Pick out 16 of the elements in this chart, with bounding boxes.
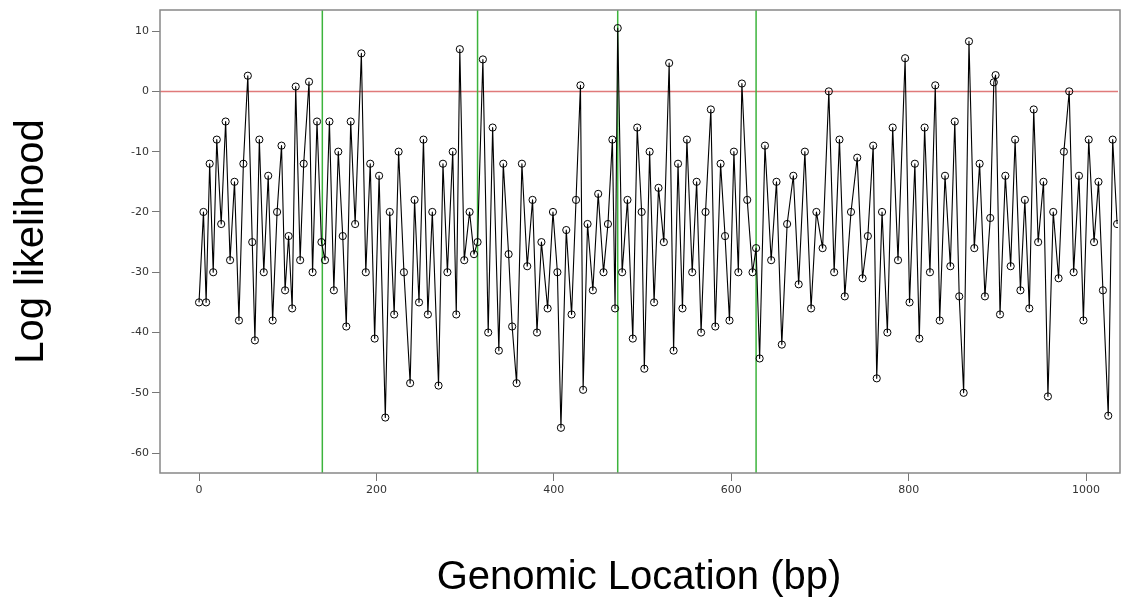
x-tick-label: 400	[543, 483, 565, 497]
y-tick-label: -10	[131, 144, 149, 158]
x-tick-label: 800	[898, 483, 920, 497]
x-tick-label: 1000	[1072, 483, 1101, 497]
x-axis-title: Genomic Location (bp)	[436, 553, 842, 598]
y-tick-label: -50	[131, 385, 149, 399]
x-tick-label: 200	[365, 483, 387, 497]
x-tick-label: 600	[720, 483, 742, 497]
y-tick-label: -30	[131, 265, 149, 279]
y-tick-label: -60	[131, 445, 149, 459]
y-tick-label: -20	[131, 204, 149, 218]
y-tick-label: 0	[142, 84, 149, 98]
y-axis-title: Log likelihood	[7, 119, 52, 364]
y-tick-label: 10	[135, 23, 149, 37]
y-tick-label: -40	[131, 325, 149, 339]
x-tick-label: 0	[195, 483, 203, 497]
